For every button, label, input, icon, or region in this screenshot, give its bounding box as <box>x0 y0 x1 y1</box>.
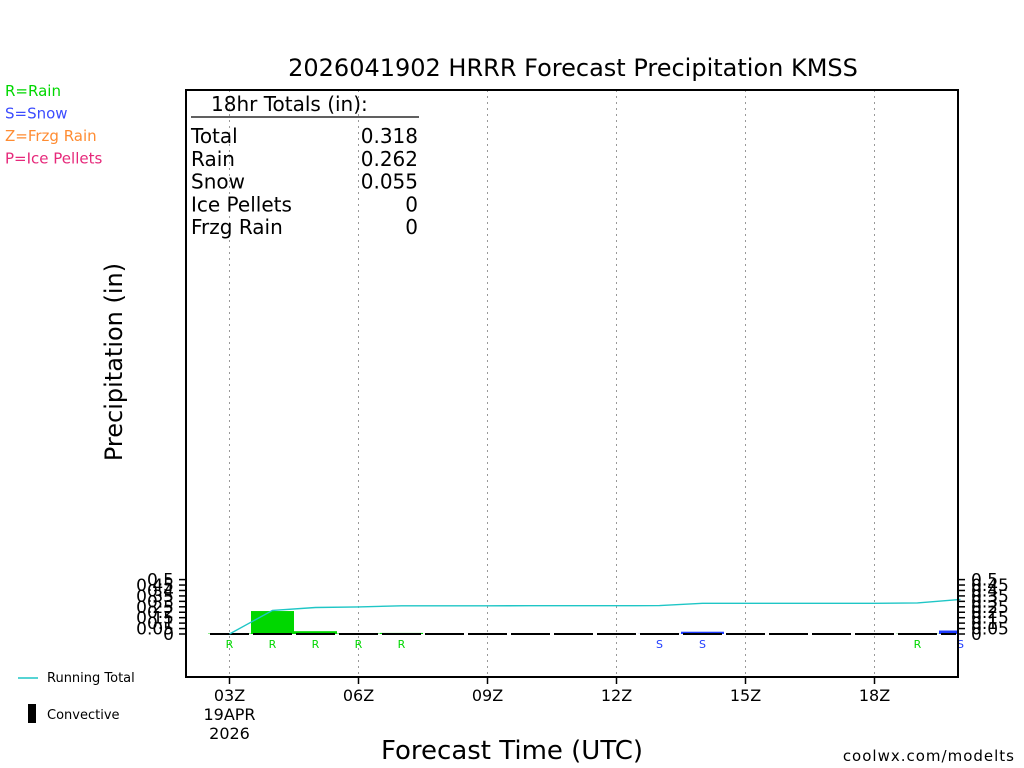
running-total-legend-label: Running Total <box>47 671 135 686</box>
y-axis-label: Precipitation (in) <box>100 263 128 461</box>
y-tick-label-left: 0.1 <box>147 614 174 634</box>
x-tick-label: 15Z <box>730 686 761 705</box>
totals-value: 0 <box>405 192 418 216</box>
bar-type-label-19: R <box>914 638 922 651</box>
bar-20 <box>939 630 958 634</box>
x-tick-label: 12Z <box>601 686 632 705</box>
totals-value: 0.262 <box>361 147 418 171</box>
totals-label: Total <box>190 124 238 148</box>
zero-bar-20 <box>941 633 956 635</box>
y-tick-label-right: 0.35 <box>971 587 1009 607</box>
bar-type-label-14: S <box>699 638 706 651</box>
zero-bar-19 <box>898 633 937 635</box>
y-axis-left: 00.050.10.150.20.250.30.350.40.450.5 <box>136 571 186 645</box>
totals-label: Ice Pellets <box>191 192 292 216</box>
zero-bar-16 <box>769 633 808 635</box>
y-tick-label-right: 0.3 <box>971 592 998 612</box>
x-axis-label: Forecast Time (UTC) <box>381 736 643 766</box>
totals-label: Snow <box>191 170 245 194</box>
type-legend-item: S=Snow <box>5 105 68 123</box>
zero-bar-9 <box>468 633 507 635</box>
y-tick-label-left: 0.45 <box>136 576 174 596</box>
type-legend-item: Z=Frzg Rain <box>5 127 97 145</box>
bar-type-label-13: S <box>656 638 663 651</box>
totals-box: 18hr Totals (in): Total 0.318 Rain 0.262 Sno… <box>190 92 419 239</box>
y-tick-label-right: 0.25 <box>971 598 1009 618</box>
running-total-line <box>229 598 961 635</box>
bar-type-label-5: R <box>312 638 320 651</box>
y-tick-label-left: 0.4 <box>147 581 174 601</box>
y-tick-label-right: 0.1 <box>971 614 998 634</box>
x-tick-label: 18Z <box>859 686 890 705</box>
y-tick-label-right: 0.5 <box>971 571 998 591</box>
x-tick-date: 19APR <box>203 705 255 724</box>
x-tick-label: 06Z <box>343 686 374 705</box>
zero-bar-11 <box>554 633 593 635</box>
y-tick-label-right: 0.15 <box>971 609 1009 629</box>
totals-value: 0.318 <box>361 124 418 148</box>
plot-frame <box>185 89 959 678</box>
convective-legend-label: Convective <box>47 708 120 723</box>
totals-label: Frzg Rain <box>191 215 283 239</box>
zero-bar-18 <box>855 633 894 635</box>
y-axis-right: 00.050.10.150.20.250.30.350.40.450.5 <box>958 571 1009 645</box>
totals-label: Rain <box>191 147 235 171</box>
y-tick-label-left: 0.05 <box>136 620 174 640</box>
y-tick-label-left: 0.15 <box>136 609 174 629</box>
convective-swatch <box>28 704 36 723</box>
zero-bar-15 <box>726 633 765 635</box>
x-tick-year: 2026 <box>209 724 250 743</box>
type-legend-item: P=Ice Pellets <box>5 150 102 168</box>
y-tick-label-right: 0.05 <box>971 620 1009 640</box>
chart-title: 2026041902 HRRR Forecast Precipitation K… <box>288 54 858 82</box>
y-tick-label-left: 0.2 <box>147 603 174 623</box>
watermark: coolwx.com/modelts <box>843 747 1015 765</box>
bar-type-label-7: R <box>398 638 406 651</box>
bar-type-label-4: R <box>269 638 277 651</box>
x-tick-label: 09Z <box>472 686 503 705</box>
y-tick-label-left: 0.3 <box>147 592 174 612</box>
y-tick-label-left: 0 <box>163 625 174 645</box>
y-tick-label-right: 0.2 <box>971 603 998 623</box>
zero-baseline-bars <box>210 633 956 635</box>
zero-bar-12 <box>597 633 636 635</box>
bar-type-label-6: R <box>355 638 363 651</box>
y-tick-label-right: 0.4 <box>971 581 998 601</box>
grid-lines <box>229 90 875 677</box>
bar-14 <box>681 631 724 634</box>
zero-bar-14 <box>683 633 722 635</box>
zero-bar-10 <box>511 633 550 635</box>
x-tick-label: 03Z <box>214 686 245 705</box>
bar-5 <box>294 631 337 634</box>
y-tick-label-left: 0.25 <box>136 598 174 618</box>
y-tick-label-left: 0.5 <box>147 571 174 591</box>
zero-bar-7 <box>382 633 421 635</box>
y-tick-label-right: 0.45 <box>971 576 1009 596</box>
zero-bar-17 <box>812 633 851 635</box>
y-tick-label-left: 0.35 <box>136 587 174 607</box>
zero-bar-5 <box>296 633 335 635</box>
precip-type-legend: R=Rain S=Snow Z=Frzg Rain P=Ice Pellets <box>5 82 102 168</box>
type-legend-item: R=Rain <box>5 82 61 100</box>
y-tick-label-right: 0 <box>971 625 982 645</box>
bar-series <box>208 611 958 634</box>
bar-4 <box>251 611 294 634</box>
zero-bar-8 <box>425 633 464 635</box>
zero-bar-4 <box>253 633 292 635</box>
zero-bar-6 <box>339 633 378 635</box>
bar-type-label-3: R <box>226 638 234 651</box>
bottom-legend: Running Total Convective <box>18 671 135 723</box>
bar-type-label-20: S <box>957 638 964 651</box>
zero-bar-13 <box>640 633 679 635</box>
totals-header: 18hr Totals (in): <box>211 92 368 116</box>
totals-value: 0 <box>405 215 418 239</box>
totals-value: 0.055 <box>361 170 418 194</box>
